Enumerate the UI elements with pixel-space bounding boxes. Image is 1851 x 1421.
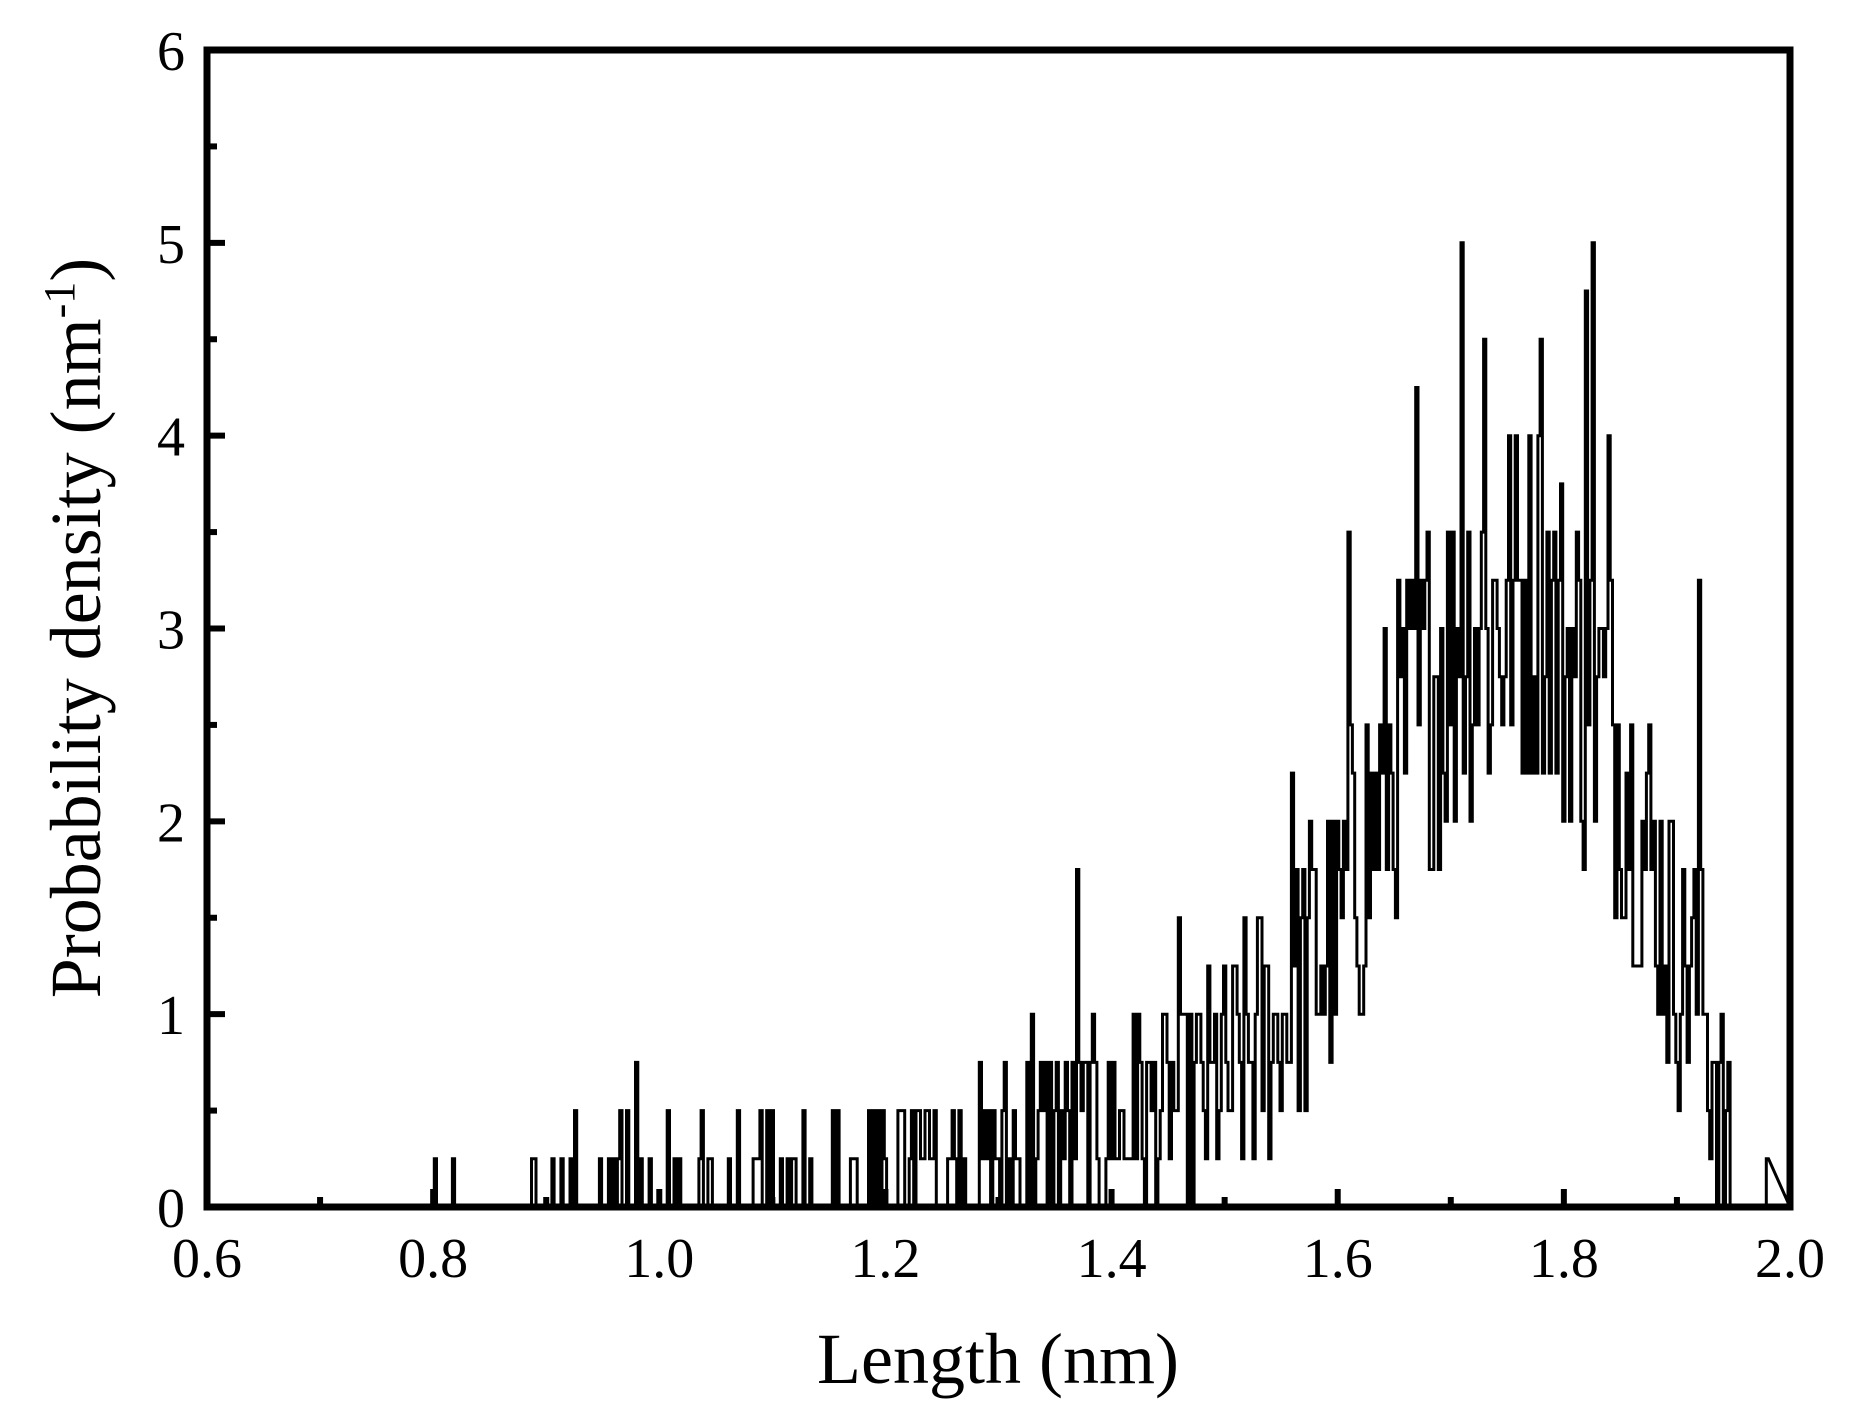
y-tick-label: 5 bbox=[157, 214, 185, 276]
y-tick-label: 6 bbox=[157, 21, 185, 83]
x-tick-label: 0.6 bbox=[172, 1228, 242, 1290]
y-tick-label: 3 bbox=[157, 600, 185, 662]
data-line bbox=[207, 241, 1792, 1209]
x-axis-ticks: 0.6 0.8 1.0 1.2 1.4 1.6 1.8 2.0 bbox=[172, 1189, 1825, 1290]
x-tick-label: 0.8 bbox=[398, 1228, 468, 1290]
x-tick-label: 1.6 bbox=[1303, 1228, 1373, 1290]
x-axis-title: Length (nm) bbox=[817, 1319, 1179, 1399]
y-tick-label: 1 bbox=[157, 985, 185, 1047]
x-tick-label: 1.2 bbox=[850, 1228, 920, 1290]
y-axis-title: Probability density (nm-1) bbox=[35, 258, 116, 999]
y-axis-ticks: 0 1 2 3 4 5 6 bbox=[157, 21, 225, 1240]
y-tick-label: 0 bbox=[157, 1178, 185, 1240]
x-tick-label: 1.0 bbox=[624, 1228, 694, 1290]
x-tick-label: 1.4 bbox=[1077, 1228, 1147, 1290]
y-axis-title-sup: -1 bbox=[35, 282, 84, 319]
y-tick-label: 4 bbox=[157, 407, 185, 469]
x-tick-label: 2.0 bbox=[1755, 1228, 1825, 1290]
y-tick-label: 2 bbox=[157, 792, 185, 854]
y-axis-title-main: Probability density (nm bbox=[36, 318, 116, 998]
y-axis-title-close: ) bbox=[36, 258, 116, 282]
x-tick-label: 1.8 bbox=[1529, 1228, 1599, 1290]
